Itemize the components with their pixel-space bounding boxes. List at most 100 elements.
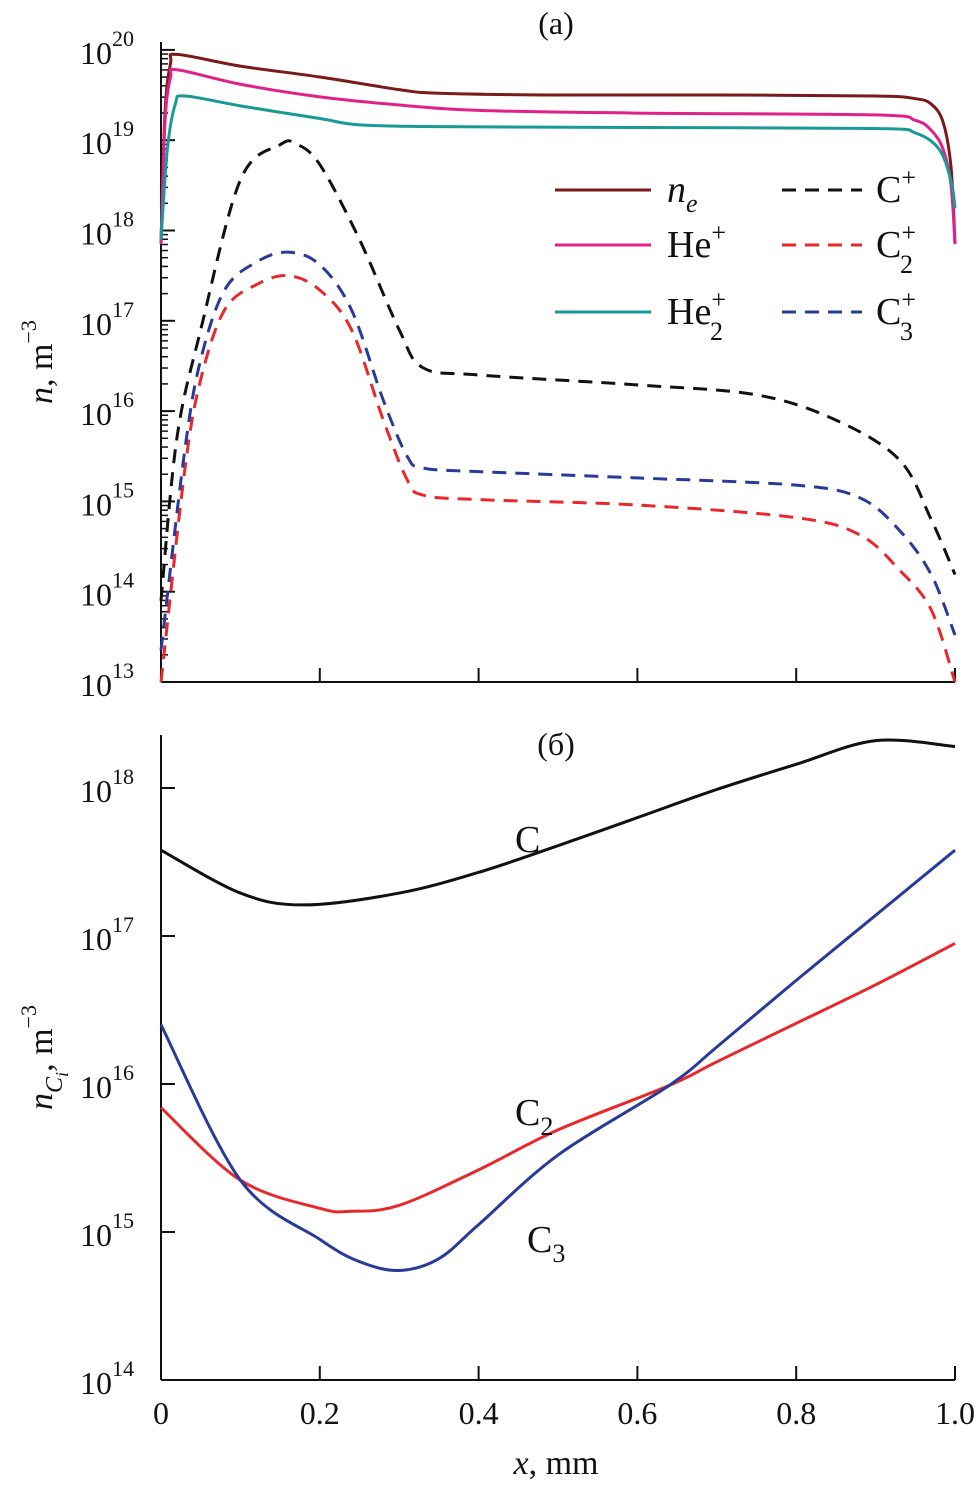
series-line-n_e — [159, 52, 957, 245]
text-part: 10 — [80, 306, 112, 342]
series-line-C+ — [159, 139, 957, 601]
text-part: (a) — [538, 5, 574, 41]
text-part: He — [667, 291, 711, 333]
legend-label: He+ 2 — [667, 285, 726, 346]
text-part: n — [23, 1093, 60, 1110]
text-part: C — [515, 819, 540, 861]
panel-label: (б) — [537, 726, 575, 762]
legend-label: C+ 3 — [876, 285, 916, 346]
y-tick-label: 1018 — [80, 764, 134, 809]
text-part: 2 — [710, 317, 723, 346]
text-part: + — [711, 218, 726, 247]
exponent: 17 — [112, 297, 134, 322]
y-tick-label: 1019 — [80, 116, 134, 161]
x-axis-label: x, mm — [513, 1445, 599, 1482]
y-tick-label: 1016 — [80, 387, 134, 432]
text-part: 0.4 — [459, 1395, 499, 1431]
text-part: , m — [23, 343, 60, 386]
x-tick-label: 0 — [153, 1395, 169, 1431]
legend-label: He+ — [667, 218, 726, 266]
text-part: 0.8 — [776, 1395, 816, 1431]
text-part: 10 — [80, 921, 112, 957]
exponent: 17 — [112, 912, 134, 937]
legend-label: ne — [667, 169, 698, 218]
text-part: 2 — [540, 1112, 553, 1141]
text-part: −3 — [16, 320, 41, 343]
y-tick-label: 1017 — [80, 912, 134, 957]
text-part: C — [42, 1076, 68, 1093]
series-line-C2 — [159, 942, 956, 1214]
legend-label: C+ 2 — [876, 218, 916, 279]
text-part: He — [667, 224, 711, 266]
x-tick-label: 0.2 — [300, 1395, 340, 1431]
series-line-He+ — [159, 67, 957, 245]
exponent: 18 — [112, 207, 134, 232]
series-line-C3 — [159, 849, 956, 1272]
exponent: 16 — [112, 387, 134, 412]
x-tick-label: 0.6 — [617, 1395, 657, 1431]
exponent: 14 — [112, 568, 134, 593]
y-tick-label: 1014 — [80, 1356, 134, 1401]
curve-label: C — [515, 819, 540, 861]
text-part: 3 — [900, 317, 913, 346]
exponent: 14 — [112, 1356, 134, 1381]
exponent: 13 — [112, 658, 134, 683]
y-tick-label: 1020 — [80, 26, 134, 71]
x-tick-label: 0.8 — [776, 1395, 816, 1431]
series-line-C2+ — [159, 274, 957, 683]
exponent: 15 — [112, 477, 134, 502]
curve-label: C3 — [527, 1219, 565, 1268]
text-part: x — [513, 1445, 529, 1482]
x-tick-label: 0.4 — [459, 1395, 499, 1431]
text-part: n — [23, 387, 60, 404]
legend-label: C+ — [876, 163, 916, 211]
text-part: 10 — [80, 125, 112, 161]
text-part: 10 — [80, 773, 112, 809]
text-part: n — [667, 169, 686, 211]
text-part: + — [711, 285, 726, 314]
text-part: 10 — [80, 1365, 112, 1401]
text-part: C — [527, 1219, 552, 1261]
text-part: 10 — [80, 35, 112, 71]
text-part: C — [876, 224, 901, 266]
text-part: 1.0 — [935, 1395, 975, 1431]
exponent: 19 — [112, 116, 134, 141]
text-part: C — [876, 169, 901, 211]
text-part: 10 — [80, 216, 112, 252]
y-tick-label: 1013 — [80, 658, 134, 703]
y-tick-label: 1018 — [80, 207, 134, 252]
text-part: 10 — [80, 1069, 112, 1105]
series-line-He2+ — [159, 94, 957, 240]
curve-label: C2 — [515, 1092, 553, 1141]
text-part: (б) — [537, 726, 575, 762]
exponent: 18 — [112, 764, 134, 789]
text-part: 10 — [80, 486, 112, 522]
exponent: 20 — [112, 26, 134, 51]
series-line-C — [160, 738, 956, 907]
text-part: 10 — [80, 667, 112, 703]
text-part: , mm — [529, 1445, 599, 1482]
text-part: 3 — [552, 1239, 565, 1268]
y-tick-label: 1015 — [80, 1208, 134, 1253]
text-part: 10 — [80, 396, 112, 432]
y-axis-label: n, m−3 — [16, 320, 60, 404]
text-part: C — [515, 1092, 540, 1134]
text-part: 0 — [153, 1395, 169, 1431]
text-part: −3 — [16, 1005, 41, 1028]
text-part: + — [901, 218, 916, 247]
y-axis-label: nCi, m−3 — [16, 1005, 72, 1110]
text-part: i — [52, 1072, 72, 1077]
y-tick-label: 1016 — [80, 1060, 134, 1105]
x-tick-label: 1.0 — [935, 1395, 975, 1431]
text-part: C — [876, 291, 901, 333]
panel-label: (a) — [538, 5, 574, 41]
text-part: 10 — [80, 577, 112, 613]
text-part: 10 — [80, 1217, 112, 1253]
text-part: 0.6 — [617, 1395, 657, 1431]
text-part: , m — [23, 1028, 60, 1071]
text-part: + — [901, 285, 916, 314]
y-tick-label: 1017 — [80, 297, 134, 342]
